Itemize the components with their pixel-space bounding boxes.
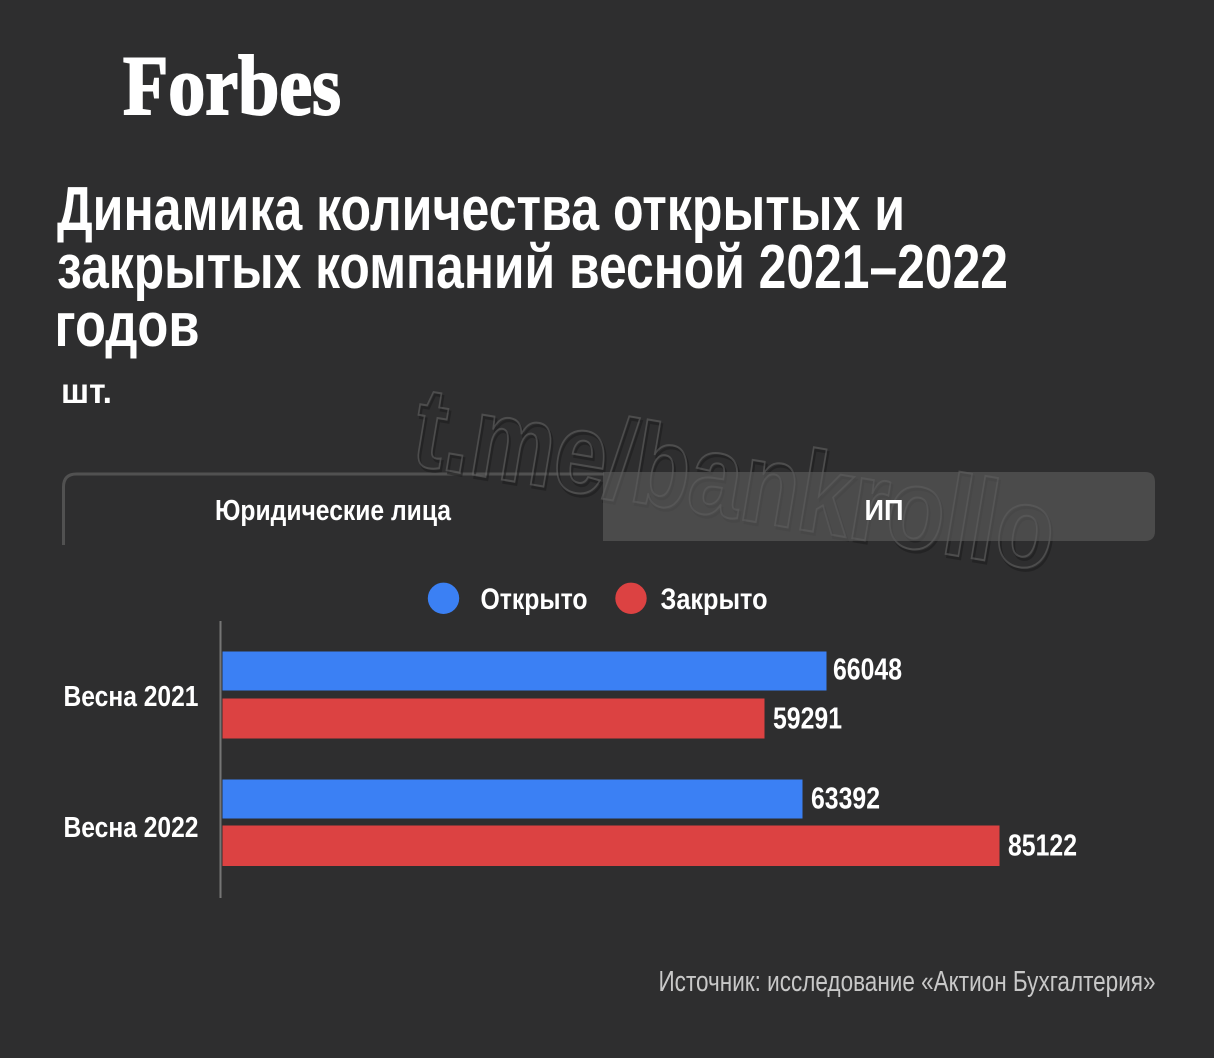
svg-text:59291: 59291	[773, 701, 842, 736]
svg-text:85122: 85122	[1008, 828, 1077, 863]
svg-text:закрытых компаний весной 2021–: закрытых компаний весной 2021–2022	[57, 233, 1008, 302]
svg-text:63392: 63392	[811, 781, 880, 816]
svg-text:Весна 2021: Весна 2021	[64, 681, 199, 713]
svg-text:Forbes: Forbes	[123, 39, 341, 133]
svg-text:Источник: исследование «Актион: Источник: исследование «Актион Бухгалтер…	[659, 966, 1156, 998]
svg-text:Открыто: Открыто	[481, 583, 588, 616]
svg-text:66048: 66048	[833, 652, 902, 687]
svg-text:ИП: ИП	[865, 495, 904, 527]
svg-text:годов: годов	[55, 291, 200, 360]
svg-text:шт.: шт.	[61, 372, 112, 411]
svg-text:Закрыто: Закрыто	[661, 583, 768, 616]
svg-text:Юридические лица: Юридические лица	[215, 495, 452, 527]
svg-text:Весна 2022: Весна 2022	[64, 812, 199, 844]
svg-text:Динамика количества открытых и: Динамика количества открытых и	[57, 175, 905, 244]
